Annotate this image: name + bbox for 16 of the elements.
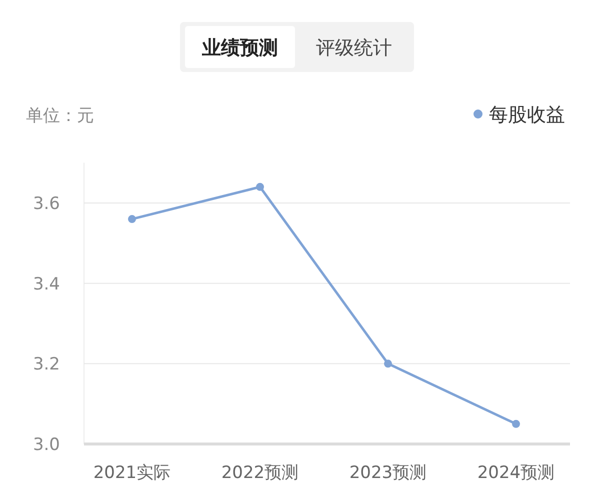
point — [128, 215, 136, 224]
y-tick-label: 3.0 — [32, 435, 60, 455]
point — [256, 182, 264, 191]
y-tick-label: 3.4 — [32, 274, 60, 294]
x-tick-label: 2024预测 — [477, 463, 555, 483]
x-tick-label: 2022预测 — [221, 463, 299, 483]
text: 业绩预测 — [201, 37, 278, 59]
text: 评级统计 — [316, 37, 392, 59]
point — [384, 360, 392, 368]
y-tick-label: 3.2 — [32, 354, 60, 375]
point — [512, 420, 520, 428]
y-axis-title: 单位：元 — [26, 106, 94, 126]
y-tick-label: 3.6 — [32, 194, 60, 214]
legend-label: 每股收益 — [489, 104, 565, 126]
x-tick-label: 2021实际 — [93, 463, 171, 483]
x-tick-label: 2023预测 — [349, 463, 427, 483]
